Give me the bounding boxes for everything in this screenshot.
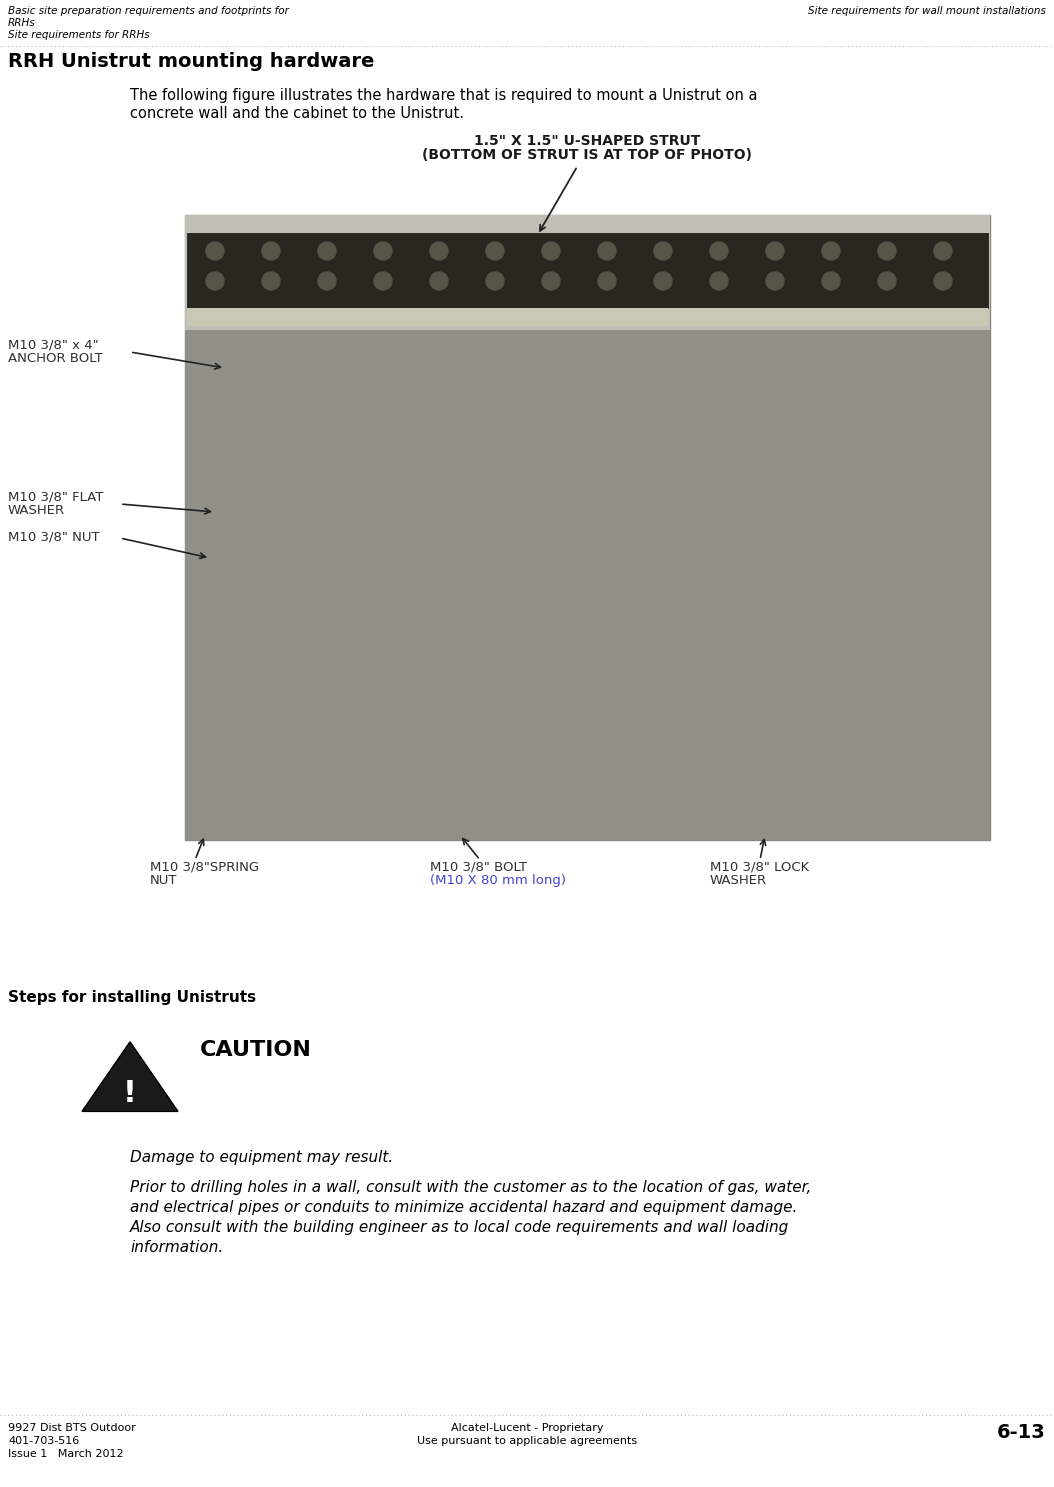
Text: Site requirements for RRHs: Site requirements for RRHs	[8, 30, 150, 40]
Circle shape	[486, 242, 504, 260]
Text: Basic site preparation requirements and footprints for: Basic site preparation requirements and …	[8, 6, 289, 16]
Text: RRHs: RRHs	[8, 18, 36, 28]
Text: 9927 Dist BTS Outdoor: 9927 Dist BTS Outdoor	[8, 1423, 136, 1433]
Text: Damage to equipment may result.: Damage to equipment may result.	[130, 1149, 393, 1164]
Text: and electrical pipes or conduits to minimize accidental hazard and equipment dam: and electrical pipes or conduits to mini…	[130, 1200, 798, 1215]
Bar	[186, 216, 990, 330]
Text: !: !	[123, 1078, 137, 1108]
Bar	[186, 330, 990, 840]
Circle shape	[262, 242, 280, 260]
Circle shape	[318, 272, 336, 290]
Circle shape	[822, 242, 840, 260]
Circle shape	[542, 272, 560, 290]
Circle shape	[710, 242, 728, 260]
Circle shape	[653, 242, 672, 260]
Circle shape	[486, 272, 504, 290]
Text: 6-13: 6-13	[997, 1423, 1046, 1442]
Text: M10 3/8" FLAT: M10 3/8" FLAT	[8, 491, 103, 503]
Circle shape	[374, 272, 392, 290]
Text: The following figure illustrates the hardware that is required to mount a Unistr: The following figure illustrates the har…	[130, 88, 758, 103]
Text: RRH Unistrut mounting hardware: RRH Unistrut mounting hardware	[8, 52, 374, 71]
Circle shape	[766, 242, 784, 260]
Text: concrete wall and the cabinet to the Unistrut.: concrete wall and the cabinet to the Uni…	[130, 106, 464, 120]
Text: WASHER: WASHER	[8, 504, 65, 517]
Text: Steps for installing Unistruts: Steps for installing Unistruts	[8, 990, 256, 1005]
Text: (M10 X 80 mm long): (M10 X 80 mm long)	[430, 874, 566, 888]
Circle shape	[318, 242, 336, 260]
Text: 401-703-516: 401-703-516	[8, 1436, 79, 1445]
Polygon shape	[82, 1042, 178, 1111]
Circle shape	[878, 242, 896, 260]
Text: Alcatel-Lucent - Proprietary: Alcatel-Lucent - Proprietary	[451, 1423, 603, 1433]
Circle shape	[822, 272, 840, 290]
Text: WASHER: WASHER	[710, 874, 767, 888]
Circle shape	[598, 242, 616, 260]
Text: (BOTTOM OF STRUT IS AT TOP OF PHOTO): (BOTTOM OF STRUT IS AT TOP OF PHOTO)	[423, 149, 753, 162]
Circle shape	[430, 272, 448, 290]
Circle shape	[206, 242, 225, 260]
Bar	[187, 233, 988, 308]
Circle shape	[206, 272, 225, 290]
Text: M10 3/8" x 4": M10 3/8" x 4"	[8, 338, 99, 351]
Text: 1.5" X 1.5" U-SHAPED STRUT: 1.5" X 1.5" U-SHAPED STRUT	[474, 134, 701, 149]
Circle shape	[653, 272, 672, 290]
Text: M10 3/8" LOCK: M10 3/8" LOCK	[710, 859, 809, 873]
Circle shape	[262, 272, 280, 290]
Circle shape	[766, 272, 784, 290]
Bar	[187, 308, 988, 326]
Bar	[186, 216, 990, 840]
Text: M10 3/8" NUT: M10 3/8" NUT	[8, 529, 100, 543]
Circle shape	[878, 272, 896, 290]
Text: ANCHOR BOLT: ANCHOR BOLT	[8, 352, 102, 364]
Text: M10 3/8" BOLT: M10 3/8" BOLT	[430, 859, 527, 873]
Circle shape	[710, 272, 728, 290]
Circle shape	[374, 242, 392, 260]
Text: Site requirements for wall mount installations: Site requirements for wall mount install…	[808, 6, 1046, 16]
Text: Issue 1   March 2012: Issue 1 March 2012	[8, 1448, 123, 1459]
Text: M10 3/8"SPRING: M10 3/8"SPRING	[150, 859, 259, 873]
Circle shape	[542, 242, 560, 260]
Circle shape	[598, 272, 616, 290]
Text: NUT: NUT	[150, 874, 177, 888]
Circle shape	[934, 272, 952, 290]
Text: Prior to drilling holes in a wall, consult with the customer as to the location : Prior to drilling holes in a wall, consu…	[130, 1181, 812, 1196]
Text: Also consult with the building engineer as to local code requirements and wall l: Also consult with the building engineer …	[130, 1219, 789, 1236]
Circle shape	[934, 242, 952, 260]
Text: information.: information.	[130, 1240, 223, 1255]
Circle shape	[430, 242, 448, 260]
Text: Use pursuant to applicable agreements: Use pursuant to applicable agreements	[417, 1436, 637, 1445]
Text: CAUTION: CAUTION	[200, 1039, 312, 1060]
